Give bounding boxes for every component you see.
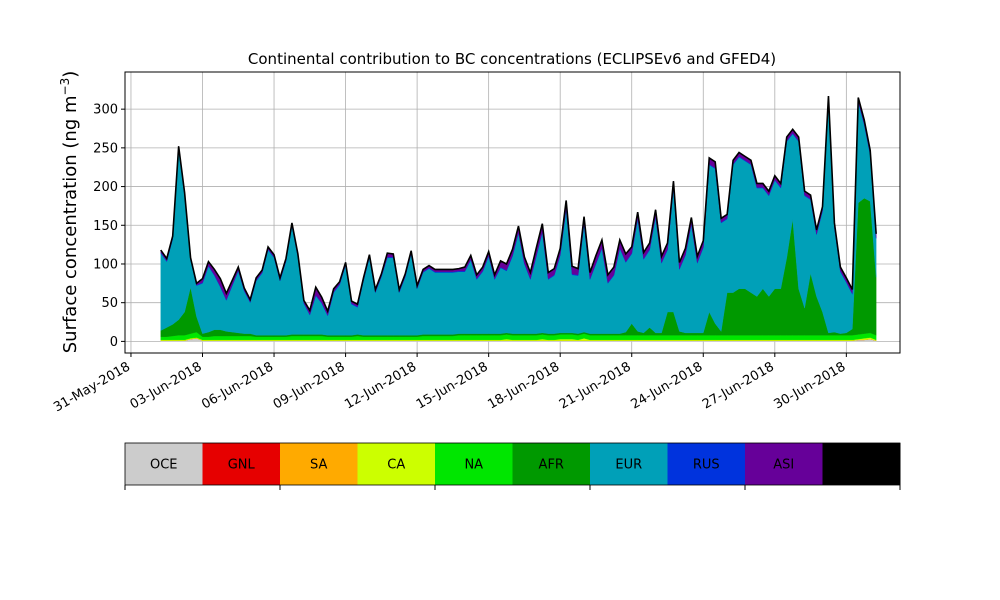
legend-label-eur: EUR xyxy=(615,458,642,473)
y-tick-label: 50 xyxy=(101,296,118,311)
legend-label-ca: CA xyxy=(387,458,405,473)
legend-label-gnl: GNL xyxy=(228,458,256,473)
y-tick-label: 250 xyxy=(93,141,118,156)
legend-label-asi: ASI xyxy=(773,458,794,473)
y-tick-label: 300 xyxy=(93,103,118,118)
legend-label-na: NA xyxy=(464,458,483,473)
legend-swatch-aus xyxy=(822,443,901,485)
y-tick-label: 200 xyxy=(93,180,118,195)
legend-swatch-eur xyxy=(590,443,668,485)
y-axis-label-close: ) xyxy=(60,71,81,78)
y-ticks: 0 50 100 150 200 250 300 xyxy=(93,103,125,350)
legend-swatch-rus xyxy=(667,443,746,485)
chart-title: Continental contribution to BC concentra… xyxy=(248,50,776,68)
legend-swatch-asi xyxy=(745,443,823,485)
colorbar-legend: OCE GNL SA CA NA AFR EUR RUS ASI AUS xyxy=(124,442,901,490)
y-tick-label: 0 xyxy=(110,335,118,350)
legend-frame xyxy=(124,442,901,486)
y-tick-label: 100 xyxy=(93,257,118,272)
legend-swatch-ca xyxy=(357,443,436,485)
legend-swatch-sa xyxy=(280,443,358,485)
legend-label-afr: AFR xyxy=(539,458,564,473)
y-axis-label-superscript: −3 xyxy=(58,78,72,96)
legend-swatch-na xyxy=(435,443,513,485)
plot-frame xyxy=(124,71,901,354)
legend-swatch-oce xyxy=(125,443,203,485)
legend-label-oce: OCE xyxy=(150,458,178,473)
legend-label-rus: RUS xyxy=(693,458,720,473)
legend-label-sa: SA xyxy=(310,458,327,473)
stacked-areas xyxy=(160,95,877,342)
legend-swatch-afr xyxy=(512,443,591,485)
total-outline xyxy=(160,95,877,314)
y-axis-label-main: Surface concentration (ng m xyxy=(60,95,81,353)
legend-label-aus: AUS xyxy=(848,458,875,473)
y-tick-label: 150 xyxy=(93,219,118,234)
legend-swatch-gnl xyxy=(202,443,281,485)
y-axis-label: Surface concentration (ng m−3) xyxy=(58,71,81,354)
axes xyxy=(124,71,901,354)
